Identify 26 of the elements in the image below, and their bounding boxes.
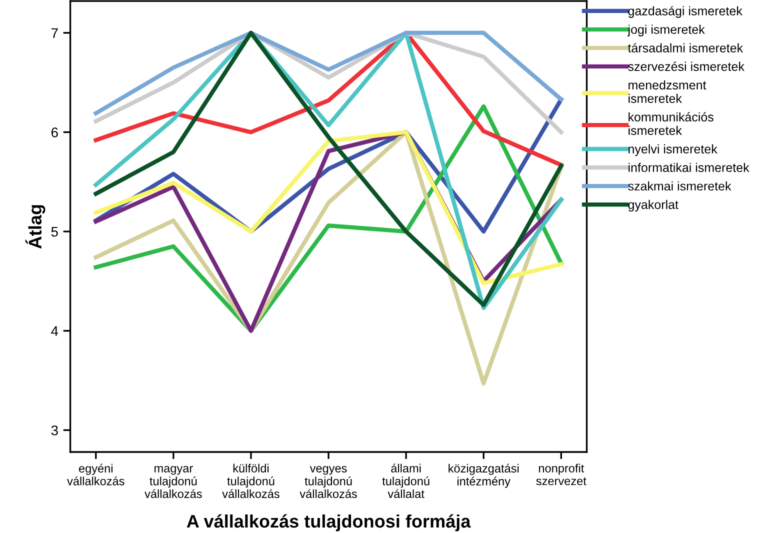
- legend-label: gyakorlat: [628, 200, 678, 212]
- line-series: [94, 130, 564, 286]
- legend-label: informatikai ismeretek: [628, 162, 750, 172]
- x-tick-label: nonprofit szervezet: [536, 464, 586, 486]
- y-tick-label: 5: [51, 226, 58, 237]
- y-tick-label: 6: [51, 128, 58, 138]
- y-tick-label: 7: [51, 28, 58, 38]
- legend-label: menedzsment ismeretek: [628, 80, 706, 103]
- line-series: [94, 30, 564, 116]
- legend-label: szakmai ismeretek: [628, 181, 732, 191]
- x-tick-label: közigazgatási intézmény: [448, 464, 519, 488]
- legend-label: kommunikációs ismeretek: [628, 112, 714, 135]
- legend-label: gazdasági ismeretek: [628, 6, 742, 18]
- x-tick-label: külföldi tulajdonú vállalkozás: [222, 464, 280, 498]
- legend-label: szervezési ismeretek: [628, 62, 744, 71]
- legend-label: nyelvi ismeretek: [628, 144, 718, 156]
- y-tick-label: 3: [51, 425, 58, 436]
- x-tick-label: állami tulajdonú vállalat: [382, 464, 430, 498]
- legend-label: társadalmi ismeretek: [628, 43, 744, 52]
- y-axis-title: Átlag: [25, 205, 46, 249]
- x-tick-label: magyar tulajdonú vállalkozás: [144, 466, 202, 498]
- x-axis-title: A vállalkozás tulajdonosi formája: [186, 514, 471, 532]
- x-tick-label: vegyes tulajdonú vállalkozás: [300, 466, 357, 498]
- legend-label: jogi ismeretek: [627, 24, 705, 36]
- y-tick-label: 4: [51, 326, 58, 336]
- x-tick-label: egyéni vállalkozás: [67, 464, 124, 486]
